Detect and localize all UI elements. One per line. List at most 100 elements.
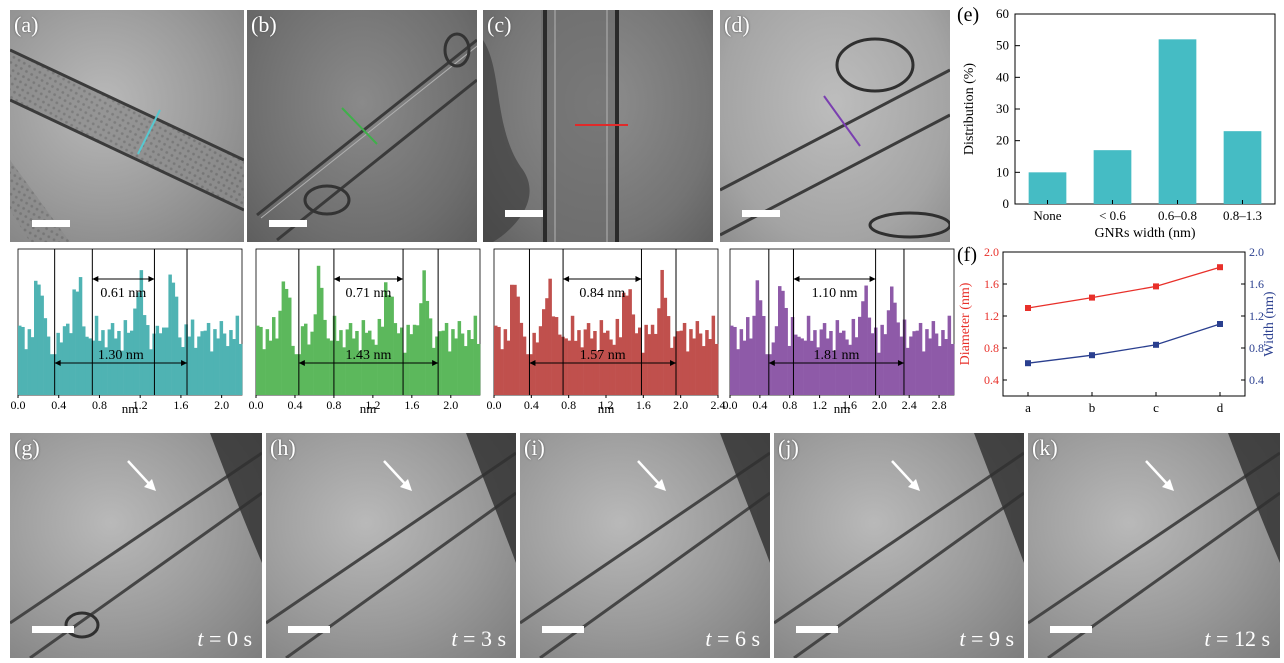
profile-bar <box>535 342 540 395</box>
profile-bar <box>800 338 804 395</box>
profile-bar <box>114 338 118 395</box>
profile-bar <box>348 323 353 395</box>
profile-bar <box>918 322 923 395</box>
x-tick-label: 0.0 <box>249 398 264 412</box>
profile-bar <box>171 282 176 395</box>
x-tick-label: 0.8 <box>92 398 107 412</box>
panel-label: (f) <box>957 244 977 266</box>
profile-bar <box>513 284 517 395</box>
profile-bar <box>62 326 67 395</box>
outer-width-label: 1.43 nm <box>346 348 392 363</box>
profile-bar <box>858 316 862 395</box>
profile-bar <box>66 323 70 395</box>
profile-bar <box>146 325 150 395</box>
x-tick-label: 1.6 <box>636 398 651 412</box>
arrow-head <box>397 276 404 282</box>
profile-bar <box>262 349 266 395</box>
profile-bar <box>657 308 661 395</box>
profile-bar <box>412 324 417 395</box>
profile-bar <box>896 322 900 395</box>
panel-e: (e) 0 10 20 30 40 50 60 None < 0.6 0.6–0.8 0.8–1.3… <box>955 4 1280 244</box>
profile-bar <box>162 327 166 395</box>
x-tick-label: 2.4 <box>902 398 917 412</box>
profile-bar <box>708 339 712 395</box>
nanotube-drawing <box>483 10 628 242</box>
profile-bar <box>692 338 696 395</box>
profile-bar <box>82 326 86 395</box>
profile-bar <box>567 340 572 395</box>
profile-bar <box>861 301 865 395</box>
profile-bar <box>702 346 706 395</box>
nanotube-drawing <box>1028 433 1280 658</box>
profile-bar <box>165 327 169 395</box>
profile-bar <box>909 336 913 395</box>
profile-bar <box>631 314 636 395</box>
x-axis-label: nm <box>598 401 615 415</box>
profile-bar <box>69 333 73 395</box>
x-tick-label: 2.0 <box>872 398 887 412</box>
profile-bar <box>24 349 28 395</box>
profile-bar <box>219 321 224 395</box>
profile-bar <box>650 324 655 395</box>
profile-bar <box>210 351 214 395</box>
profile-bar <box>510 284 514 395</box>
profile-bar <box>88 338 92 395</box>
profile-bar <box>409 334 414 395</box>
y-tick-label: 40 <box>996 69 1009 84</box>
profile-bar <box>326 338 330 395</box>
profile-bar <box>30 337 35 395</box>
y-tick-label: 60 <box>996 6 1009 21</box>
x-tick-label: 0.0 <box>723 398 738 412</box>
profile-bar <box>238 343 243 395</box>
profile-bar <box>75 291 80 395</box>
y-tick-label: 0 <box>1003 196 1010 211</box>
x-tick-label: 2.0 <box>214 398 229 412</box>
profile-bar <box>259 326 263 395</box>
profile-bar <box>300 326 305 395</box>
profile-bar <box>229 330 233 395</box>
series-line <box>1027 323 1221 364</box>
profile-bar <box>922 351 926 395</box>
profile-bar <box>906 347 910 395</box>
profile-bar <box>784 307 788 395</box>
profile-bar <box>848 344 852 395</box>
profile-bar <box>174 296 179 395</box>
x-tick-label: 1.2 <box>133 398 148 412</box>
nanotube-drawing <box>10 48 244 242</box>
profile-bar <box>886 310 891 395</box>
profile-bar <box>494 325 498 395</box>
profile-bar <box>551 316 556 395</box>
outer-width-label: 1.30 nm <box>98 348 144 363</box>
time-label: t = 0 s <box>197 626 252 651</box>
profile-bar <box>451 329 455 395</box>
panel-label: (i) <box>524 435 545 460</box>
outer-width-label: 1.81 nm <box>813 348 859 363</box>
profile-bar <box>37 284 41 395</box>
x-axis-label: nm <box>122 401 139 415</box>
x-tick-label: < 0.6 <box>1099 208 1126 223</box>
profile-bar <box>316 265 321 395</box>
profile-bar <box>526 354 530 395</box>
profile-bar <box>329 340 334 395</box>
profile-bar <box>133 308 137 395</box>
arrow-head <box>54 360 61 366</box>
profile-bar <box>787 345 792 395</box>
profile-bar <box>899 336 904 395</box>
tem-time-g: (g) t = 0 s <box>10 433 262 658</box>
profile-bar <box>634 333 639 395</box>
profile-bar <box>281 281 286 395</box>
series-point <box>1153 341 1159 348</box>
profile-bar <box>336 340 340 395</box>
x-tick-label: 1.6 <box>842 398 857 412</box>
bar <box>1223 131 1262 204</box>
profile-bar <box>822 323 827 395</box>
panel-label: (c) <box>487 12 512 37</box>
profile-bar <box>522 336 527 395</box>
profile-bar <box>40 295 44 395</box>
profile-line <box>137 109 161 155</box>
profile-bar <box>925 329 929 395</box>
panel-label: (k) <box>1032 435 1058 460</box>
profile-bar <box>377 318 382 395</box>
series-point <box>1153 283 1159 290</box>
profile-bar <box>393 323 398 395</box>
